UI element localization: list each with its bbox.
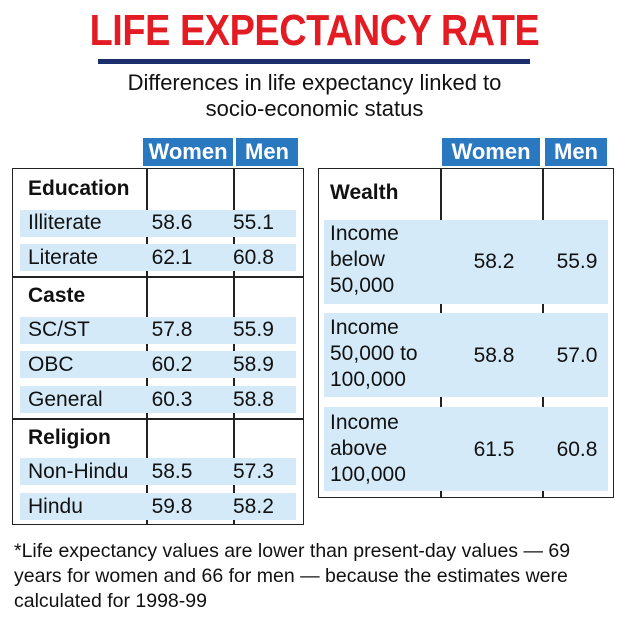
label-line: 50,000 xyxy=(330,274,395,297)
row-label-income-above: Income above 100,000 xyxy=(330,410,406,488)
label-line: below xyxy=(330,248,385,271)
section-wealth: Wealth xyxy=(330,181,399,204)
left-section-divider-2 xyxy=(12,418,304,420)
value-sc-st-women: 57.8 xyxy=(151,318,193,341)
row-band xyxy=(20,458,296,485)
value-income-below-women: 58.2 xyxy=(473,250,515,273)
right-header-men: Men xyxy=(545,138,607,166)
row-label-non-hindu: Non-Hindu xyxy=(28,460,129,483)
subtitle-line-1: Differences in life expectancy linked to xyxy=(127,70,502,95)
value-obc-men: 58.9 xyxy=(233,353,274,376)
section-education: Education xyxy=(28,177,130,200)
value-non-hindu-women: 58.5 xyxy=(151,460,193,483)
row-band xyxy=(324,220,608,304)
footnote: *Life expectancy values are lower than p… xyxy=(14,540,571,612)
chart-title: LIFE EXPECTANCY RATE xyxy=(89,6,540,55)
chart-subtitle: Differences in life expectancy linked to… xyxy=(60,70,569,122)
row-band xyxy=(20,317,296,344)
value-hindu-men: 58.2 xyxy=(233,495,274,518)
label-line: 100,000 xyxy=(330,463,406,486)
value-illiterate-women: 58.6 xyxy=(151,211,193,234)
row-label-general: General xyxy=(28,388,103,411)
label-line: 100,000 xyxy=(330,368,406,391)
row-label-income-middle: Income 50,000 to 100,000 xyxy=(330,315,418,393)
row-label-sc-st: SC/ST xyxy=(28,318,90,341)
label-line: Income xyxy=(330,222,399,245)
row-band xyxy=(20,493,296,520)
row-band xyxy=(20,244,296,271)
label-line: above xyxy=(330,437,388,460)
label-line: Income xyxy=(330,316,399,339)
row-label-illiterate: Illiterate xyxy=(28,211,102,234)
value-income-middle-women: 58.8 xyxy=(473,344,515,367)
label-line: Income xyxy=(330,411,399,434)
row-band xyxy=(20,386,296,413)
row-band xyxy=(324,407,608,491)
left-col-divider-1 xyxy=(146,168,148,525)
title-underline xyxy=(98,59,530,64)
left-section-divider-1 xyxy=(12,276,304,278)
right-header-women: Women xyxy=(442,138,540,166)
left-header-women: Women xyxy=(143,138,233,166)
row-band xyxy=(20,351,296,378)
left-header-men: Men xyxy=(236,138,298,166)
value-general-men: 58.8 xyxy=(233,388,274,411)
value-obc-women: 60.2 xyxy=(151,353,193,376)
value-income-middle-men: 57.0 xyxy=(556,344,598,367)
section-religion: Religion xyxy=(28,426,111,449)
value-income-below-men: 55.9 xyxy=(556,250,598,273)
subtitle-line-2: socio-economic status xyxy=(205,96,424,121)
row-band xyxy=(20,210,296,237)
label-line: 50,000 to xyxy=(330,342,418,365)
section-caste: Caste xyxy=(28,284,86,307)
value-income-above-women: 61.5 xyxy=(473,438,515,461)
row-label-literate: Literate xyxy=(28,246,99,269)
value-literate-women: 62.1 xyxy=(151,246,193,269)
value-hindu-women: 59.8 xyxy=(151,495,193,518)
row-label-obc: OBC xyxy=(28,353,74,376)
row-label-hindu: Hindu xyxy=(28,495,83,518)
value-illiterate-men: 55.1 xyxy=(233,211,274,234)
value-general-women: 60.3 xyxy=(151,388,193,411)
value-income-above-men: 60.8 xyxy=(556,438,598,461)
value-non-hindu-men: 57.3 xyxy=(233,460,274,483)
row-band xyxy=(324,313,608,397)
left-col-divider-2 xyxy=(233,168,235,525)
value-literate-men: 60.8 xyxy=(233,246,274,269)
value-sc-st-men: 55.9 xyxy=(233,318,274,341)
row-label-income-below: Income below 50,000 xyxy=(330,221,399,299)
